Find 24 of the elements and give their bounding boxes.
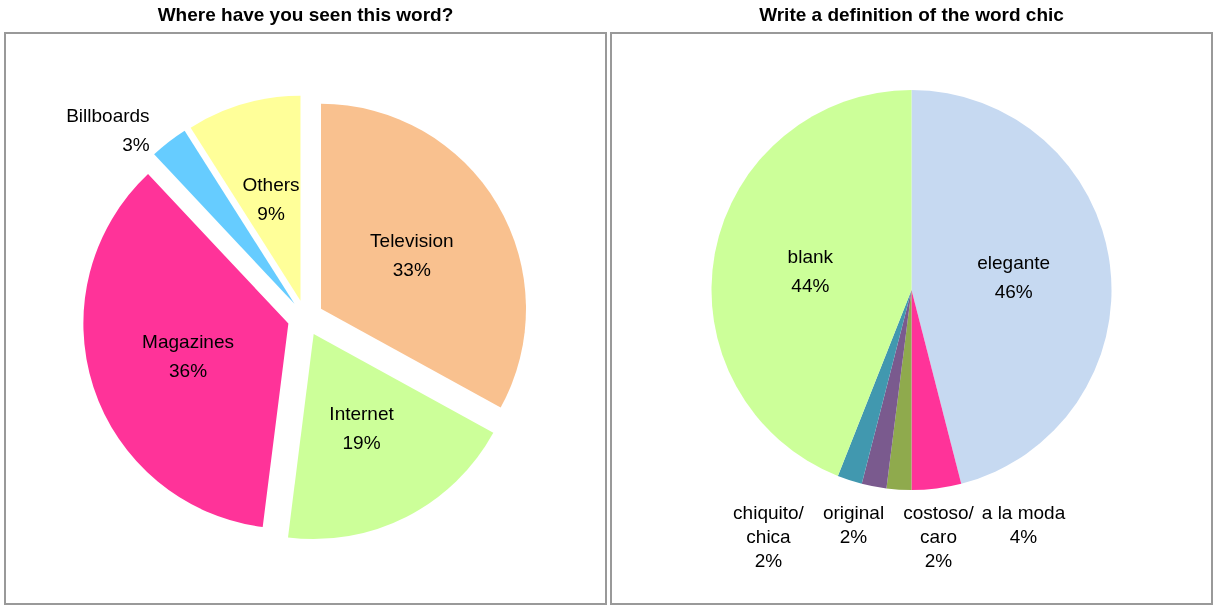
slice-label: elegante [977,252,1051,274]
slice-label: chiquito/ chica [733,501,805,547]
data-label: 33% [392,259,431,281]
data-label: 2% [754,549,783,571]
chart-title: Where have you seen this word? [157,4,454,25]
slice-label: Magazines [142,331,234,353]
slice-label: Internet [329,403,395,425]
data-label: 36% [169,360,208,382]
data-label: 3% [122,133,150,155]
slice-label: Television [370,230,454,252]
data-label: 9% [257,203,285,225]
data-label: 2% [839,525,868,547]
data-label: 2% [924,549,953,571]
slice-label: blank [787,245,834,267]
slice-label: a la moda [981,501,1066,523]
slice-label: Others [242,174,300,196]
data-label: 19% [342,432,381,454]
slice-label: Billboards [66,104,150,126]
slice-label: original [822,501,885,523]
data-label: 4% [1009,525,1038,547]
data-label: 46% [994,281,1033,303]
chart-title: Write a definition of the word chic [759,4,1065,25]
slice-label: costoso/ caro [903,501,975,547]
data-label: 44% [791,274,830,296]
